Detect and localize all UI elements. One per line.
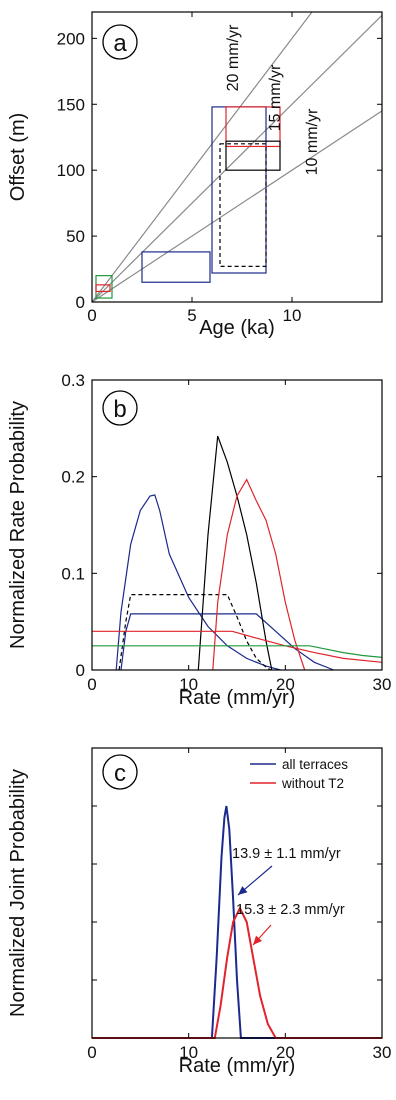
y-tick-label: 0 bbox=[76, 293, 85, 312]
panel-a-label-circle bbox=[102, 24, 138, 60]
panel-b-plot-area: 0 10 20 30 0 0.1 0.2 0.3 bbox=[61, 371, 391, 694]
y-tick-label: 100 bbox=[57, 161, 85, 180]
rate-pdf-line-3 bbox=[197, 435, 273, 671]
x-tick-label: 5 bbox=[187, 306, 196, 325]
panel-a-ylabel: Offset (m) bbox=[7, 113, 29, 202]
panel-b-label-circle bbox=[102, 390, 138, 426]
x-tick-label: 0 bbox=[87, 1043, 96, 1062]
panel-c-axes-frame bbox=[91, 747, 383, 1039]
panel-b-xlabel: Rate (mm/yr) bbox=[179, 687, 296, 709]
y-tick-label: 150 bbox=[57, 95, 85, 114]
panel-a-marks bbox=[92, 12, 382, 302]
panel-c-ylabel: Normalized Joint Probability bbox=[7, 769, 29, 1017]
x-tick-label: 10 bbox=[179, 1043, 198, 1062]
x-tick-label: 10 bbox=[283, 306, 302, 325]
panel-a-label: a bbox=[113, 30, 127, 57]
x-tick-label: 10 bbox=[179, 675, 198, 694]
offset-age-box-5 bbox=[225, 106, 281, 148]
y-tick-label: 50 bbox=[66, 227, 85, 246]
rate-pdf-line-4 bbox=[118, 593, 272, 671]
y-tick-label: 0.1 bbox=[61, 564, 85, 583]
offset-age-box-6 bbox=[225, 140, 281, 171]
annotation-label: 13.9 ± 1.1 mm/yr bbox=[232, 846, 341, 862]
panel-a-xlabel: Age (ka) bbox=[199, 317, 275, 339]
joint-pdf-line-2 bbox=[92, 905, 382, 1039]
x-tick-label: 0 bbox=[87, 306, 96, 325]
x-tick-label: 0 bbox=[87, 675, 96, 694]
panel-b-axes-frame bbox=[91, 379, 383, 671]
y-tick-label: 200 bbox=[57, 29, 85, 48]
offset-age-box-7 bbox=[219, 143, 267, 268]
rate-line-1 bbox=[92, 12, 313, 302]
panel-c: all terraces without T2 13.9 ± 1.1 mm/yr 15… bbox=[7, 747, 391, 1077]
rate-pdf-line-2 bbox=[120, 613, 334, 671]
rate-line-3 bbox=[92, 110, 382, 302]
rate-line-label-1: 20 mm/yr bbox=[225, 24, 242, 91]
rate-pdf-line-6 bbox=[212, 478, 306, 671]
panel-b-label: b bbox=[113, 396, 126, 423]
panel-b: 0 10 20 30 0 0.1 0.2 0.3 b Normalized Rate Prob… bbox=[7, 371, 391, 709]
panel-c-legend: all terraces without T2 bbox=[250, 757, 348, 791]
legend-label: all terraces bbox=[282, 757, 348, 772]
x-tick-label: 20 bbox=[276, 675, 295, 694]
offset-age-box-2 bbox=[95, 284, 111, 293]
annotation-arrow-head bbox=[238, 886, 248, 895]
rate-line-label-2: 15 mm/yr bbox=[267, 64, 284, 131]
x-tick-label: 30 bbox=[373, 1043, 392, 1062]
y-tick-label: 0.2 bbox=[61, 468, 85, 487]
x-tick-label: 20 bbox=[276, 1043, 295, 1062]
panel-c-xlabel: Rate (mm/yr) bbox=[179, 1055, 296, 1077]
panel-c-plot-area: all terraces without T2 13.9 ± 1.1 mm/yr 15… bbox=[87, 748, 391, 1062]
offset-age-box-3 bbox=[141, 251, 211, 283]
rate-pdf-line-5 bbox=[92, 630, 383, 663]
panel-c-label-circle bbox=[102, 754, 138, 790]
y-tick-label: 0.3 bbox=[61, 371, 85, 390]
panel-a-axes-frame bbox=[91, 11, 383, 303]
rate-pdf-line-1 bbox=[115, 494, 281, 671]
rate-line-label-3: 10 mm/yr bbox=[304, 108, 321, 175]
legend-label: without T2 bbox=[281, 776, 344, 791]
panel-b-ylabel: Normalized Rate Probability bbox=[7, 401, 29, 649]
panel-c-label: c bbox=[114, 760, 126, 787]
rate-pdf-line-7 bbox=[92, 645, 383, 658]
x-tick-label: 30 bbox=[373, 675, 392, 694]
annotation-arrow-head bbox=[253, 935, 262, 945]
y-tick-label: 0 bbox=[76, 661, 85, 680]
annotation-label: 15.3 ± 2.3 mm/yr bbox=[236, 902, 345, 918]
rate-line-2 bbox=[92, 14, 382, 302]
joint-pdf-line-1 bbox=[92, 805, 382, 1039]
